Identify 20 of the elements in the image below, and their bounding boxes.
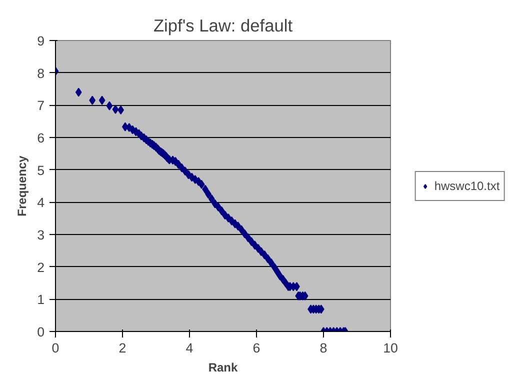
y-axis-title: Frequency xyxy=(15,155,30,216)
y-tick-label: 2 xyxy=(37,260,45,275)
y-tick-label: 7 xyxy=(37,98,45,114)
x-tick-label: 10 xyxy=(383,340,398,356)
x-tick-label: 0 xyxy=(52,340,60,356)
y-tick-label: 6 xyxy=(37,130,45,146)
y-tick-label: 0 xyxy=(37,324,45,340)
y-tick-label: 9 xyxy=(37,34,45,48)
y-tick-label: 3 xyxy=(37,228,45,242)
y-tick-label: 1 xyxy=(37,292,45,308)
y-tick-label: 8 xyxy=(37,66,45,81)
y-tick-label: 5 xyxy=(37,162,45,178)
x-tick-label: 8 xyxy=(320,340,328,356)
chart-title: Zipf's Law: default xyxy=(153,16,293,36)
x-axis-title: Rank xyxy=(208,360,238,374)
y-tick-label: 4 xyxy=(37,195,46,210)
x-tick-label: 2 xyxy=(118,340,126,356)
legend-label: hwswc10.txt xyxy=(434,178,500,192)
x-tick-label: 4 xyxy=(186,340,194,356)
x-tick-label: 6 xyxy=(252,340,260,356)
